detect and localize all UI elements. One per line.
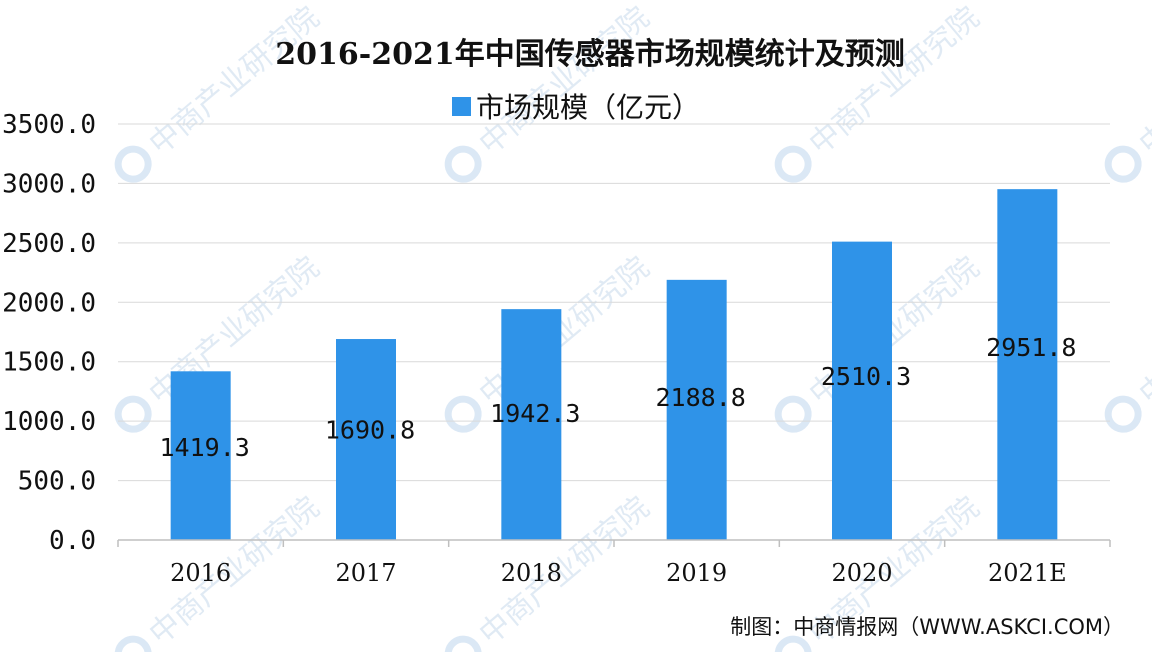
watermark: 中商产业研究院 xyxy=(1104,250,1152,433)
data-label: 1419.3 xyxy=(160,433,250,462)
y-tick-label: 2000.0 xyxy=(2,288,96,318)
x-tick-label: 2021E xyxy=(988,559,1067,587)
x-tick-label: 2019 xyxy=(666,559,727,587)
y-tick-label: 0.0 xyxy=(49,526,96,556)
data-label: 2510.3 xyxy=(821,362,911,391)
bar-layer xyxy=(170,189,1058,541)
data-label: 2188.8 xyxy=(656,383,746,412)
x-tick-label: 2017 xyxy=(335,559,396,587)
watermark: 中商产业研究院 xyxy=(114,0,326,183)
y-tick-label: 1500.0 xyxy=(2,348,96,378)
legend: 市场规模（亿元） xyxy=(452,91,700,124)
y-tick-label: 3000.0 xyxy=(2,169,96,199)
data-label: 1690.8 xyxy=(325,415,415,444)
bar-2016 xyxy=(170,371,231,540)
grid-layer xyxy=(118,123,1110,482)
svg-text:中商产业研究院: 中商产业研究院 xyxy=(143,0,326,162)
watermark: 中商产业研究院 xyxy=(1104,0,1152,183)
svg-text:中商产业研究院: 中商产业研究院 xyxy=(1133,250,1152,412)
legend-swatch xyxy=(452,97,471,116)
y-tick-label: 3500.0 xyxy=(2,110,96,140)
y-tick-label: 2500.0 xyxy=(2,229,96,259)
svg-text:中商产业研究院: 中商产业研究院 xyxy=(473,0,656,162)
axis-layer xyxy=(117,539,1111,547)
source-note: 制图：中商情报网（WWW.ASKCI.COM） xyxy=(730,615,1124,639)
bar-2020 xyxy=(832,241,892,540)
bar-2018 xyxy=(501,309,562,540)
watermark: 中商产业研究院 xyxy=(774,0,986,183)
data-label: 1942.3 xyxy=(490,399,580,428)
legend-label: 市场规模（亿元） xyxy=(476,91,700,124)
svg-text:中商产业研究院: 中商产业研究院 xyxy=(803,0,986,162)
bar-2021E xyxy=(997,189,1058,541)
chart-title: 2016-2021年中国传感器市场规模统计及预测 xyxy=(275,37,904,72)
bar-2019 xyxy=(666,279,727,540)
svg-text:中商产业研究院: 中商产业研究院 xyxy=(143,250,326,412)
x-tick-label: 2020 xyxy=(831,559,892,587)
label-layer: 0.0 500.0 1000.0 1500.0 2000.0 2500.0 3000.0 35… xyxy=(2,110,1076,587)
y-tick-label: 1000.0 xyxy=(2,407,96,437)
y-tick-label: 500.0 xyxy=(18,467,96,497)
data-label: 2951.8 xyxy=(986,333,1076,362)
x-tick-label: 2018 xyxy=(501,559,562,587)
svg-text:中商产业研究院: 中商产业研究院 xyxy=(473,250,656,412)
svg-text:中商产业研究院: 中商产业研究院 xyxy=(1133,0,1152,162)
x-tick-label: 2016 xyxy=(170,559,231,587)
bar-2017 xyxy=(336,339,396,540)
